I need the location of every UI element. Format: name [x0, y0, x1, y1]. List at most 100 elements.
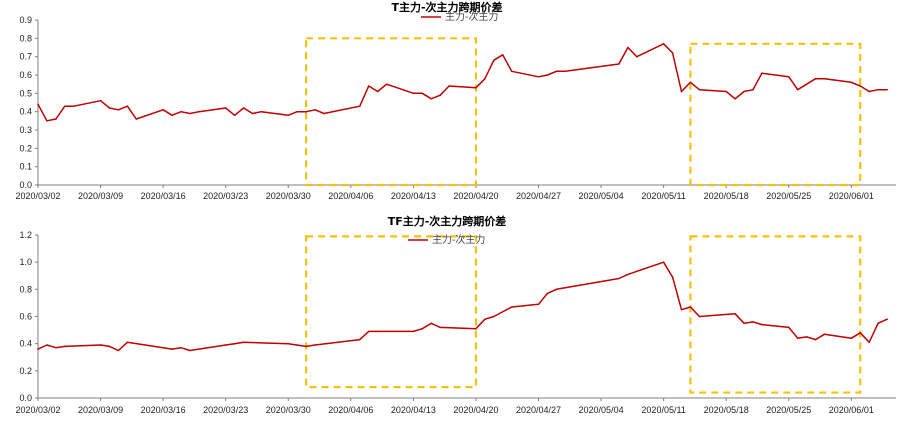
x-tick-label: 2020/03/02 — [15, 191, 60, 201]
data-point — [99, 344, 102, 346]
data-point — [752, 88, 754, 91]
x-tick-label: 2020/05/25 — [766, 191, 811, 201]
data-point — [55, 346, 57, 349]
data-point — [680, 90, 683, 93]
y-tick-label: 0.1 — [19, 162, 32, 172]
data-point — [761, 323, 763, 326]
y-tick-label: 0.4 — [19, 339, 32, 349]
x-tick-label: 2020/03/16 — [141, 405, 186, 415]
data-point — [287, 114, 290, 117]
data-point — [439, 326, 442, 329]
y-tick-label: 0.8 — [19, 33, 32, 43]
data-point — [788, 326, 790, 329]
data-point — [725, 90, 727, 93]
x-tick-label: 2020/03/16 — [141, 191, 186, 201]
data-point — [689, 306, 692, 308]
data-point — [886, 318, 888, 321]
data-point — [555, 288, 558, 291]
legend-label: 主力-次主力 — [432, 233, 485, 246]
highlight-box — [689, 42, 862, 187]
x-tick-label: 2020/05/11 — [641, 405, 685, 415]
data-point — [850, 81, 853, 84]
data-point — [412, 330, 415, 333]
data-point — [627, 273, 629, 276]
data-point — [99, 99, 102, 102]
data-point — [367, 330, 370, 333]
data-point — [493, 315, 495, 318]
data-point — [448, 85, 450, 87]
x-tick-label: 2020/05/18 — [704, 405, 749, 415]
data-point — [618, 277, 620, 280]
data-point — [537, 76, 540, 78]
x-tick-label: 2020/06/01 — [829, 405, 874, 415]
data-point — [814, 338, 817, 341]
data-point — [224, 107, 227, 109]
x-tick-label: 2020/05/11 — [641, 191, 685, 201]
x-tick-label: 2020/03/02 — [15, 405, 60, 415]
data-point — [627, 46, 629, 49]
x-tick-label: 2020/04/06 — [328, 191, 373, 201]
x-tick-label: 2020/04/13 — [391, 191, 436, 201]
y-tick-label: 0.8 — [19, 284, 32, 294]
data-point — [189, 112, 191, 115]
x-tick-label: 2020/05/18 — [704, 191, 749, 201]
data-point — [233, 342, 236, 345]
data-point — [752, 321, 754, 323]
data-point — [430, 322, 433, 325]
data-point — [859, 332, 862, 334]
chart-panel-1: T主力-次主力跨期价差 0.0 0.1 0.2 0.3 0.4 0.5 0.6 0.7 0.8 0.… — [15, 0, 896, 201]
data-point — [689, 81, 692, 84]
data-point — [671, 52, 674, 54]
data-point — [564, 70, 567, 73]
x-tick-label: 2020/05/04 — [579, 405, 624, 415]
data-point — [877, 322, 879, 325]
y-tick-label: 0.0 — [19, 180, 32, 190]
data-point — [108, 107, 111, 109]
x-tick-label: 2020/04/20 — [453, 191, 498, 201]
data-point — [359, 105, 361, 107]
data-point — [376, 330, 379, 333]
data-point — [37, 103, 39, 106]
y-tick-label: 0.3 — [19, 125, 32, 135]
data-point — [189, 349, 191, 352]
data-point — [555, 70, 558, 73]
data-point — [484, 77, 486, 80]
data-point — [662, 43, 665, 45]
y-tick-label: 0.2 — [19, 143, 32, 153]
data-point — [850, 337, 853, 340]
series-line — [37, 261, 888, 352]
x-tick-label: 2020/03/23 — [203, 405, 248, 415]
data-point — [868, 341, 870, 344]
data-point — [314, 109, 316, 111]
legend-label: 主力-次主力 — [445, 10, 498, 23]
data-point — [475, 87, 477, 89]
data-point — [421, 92, 424, 95]
data-point — [171, 114, 173, 117]
data-point — [126, 105, 129, 107]
data-point — [224, 344, 227, 346]
data-point — [305, 345, 307, 348]
data-point — [805, 336, 808, 338]
x-tick-label: 2020/03/23 — [203, 191, 248, 201]
data-point — [796, 88, 799, 91]
y-tick-label: 0.6 — [19, 70, 32, 80]
data-point — [868, 90, 870, 93]
chart-panel-2: TF主力-次主力跨期价差 0.0 0.2 0.4 0.6 0.8 1.0 1.2 2020/03… — [15, 214, 896, 415]
data-point — [859, 85, 862, 87]
data-point — [510, 70, 513, 73]
data-point — [46, 120, 48, 122]
x-tick-label: 2020/05/04 — [579, 191, 624, 201]
data-point — [135, 118, 138, 120]
data-point — [117, 349, 120, 352]
data-point — [180, 110, 182, 113]
x-tick-label: 2020/04/06 — [328, 405, 373, 415]
data-point — [367, 85, 370, 87]
chart-title: T主力-次主力跨期价差 — [391, 0, 502, 14]
x-tick-label: 2020/06/01 — [829, 191, 874, 201]
data-point — [314, 344, 316, 346]
x-tick-label: 2020/03/30 — [266, 405, 311, 415]
y-tick-label: 0.5 — [19, 88, 32, 98]
y-tick-label: 1.2 — [19, 230, 32, 240]
data-point — [493, 59, 495, 62]
